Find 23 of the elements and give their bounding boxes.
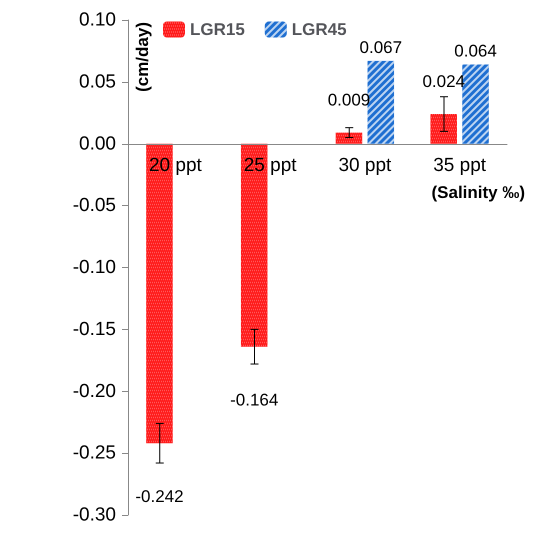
x-tick-label: 30 ppt [338,154,392,176]
y-tick-label: -0.15 [72,318,116,340]
y-axis-title: (cm/day) [133,22,152,92]
y-tick-label: -0.30 [72,504,116,526]
x-tick-label: 20 ppt [148,154,203,176]
x-tick-label: 35 ppt [433,154,487,176]
y-tick-label: 0.05 [79,71,116,92]
data-label: 0.024 [422,72,465,92]
data-label: 0.009 [328,90,370,110]
legend-label: LGR15 [190,20,245,39]
x-tick-label: 25 ppt [244,154,298,176]
y-tick-label: -0.20 [72,380,116,402]
y-tick-label: 0.10 [79,10,116,30]
y-tick-label: -0.10 [72,257,116,278]
x-axis-title: (Salinity ‰) [431,182,526,202]
y-tick-label: 0.00 [79,133,116,154]
y-tick-label: -0.05 [72,195,116,216]
data-label: -0.242 [135,487,184,506]
data-label: -0.164 [230,390,278,410]
y-tick-label: -0.25 [72,442,116,464]
data-label: 0.064 [454,42,497,61]
data-label: 0.067 [360,38,402,57]
legend-label: LGR45 [292,20,347,39]
